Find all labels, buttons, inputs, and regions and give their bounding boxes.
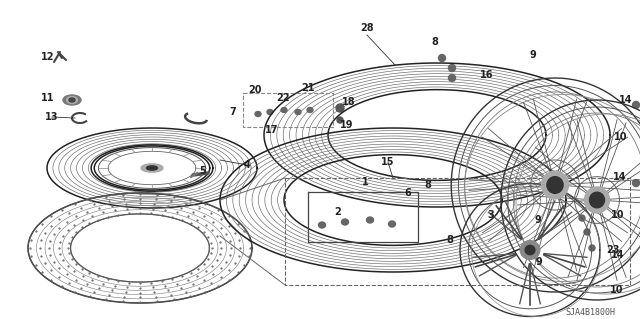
Text: 12: 12 bbox=[41, 52, 55, 62]
Text: 9: 9 bbox=[534, 215, 541, 225]
Ellipse shape bbox=[449, 75, 456, 81]
Text: 11: 11 bbox=[41, 93, 55, 103]
Text: 7: 7 bbox=[230, 107, 236, 117]
Ellipse shape bbox=[579, 215, 585, 221]
Text: 20: 20 bbox=[248, 85, 262, 95]
Ellipse shape bbox=[69, 98, 75, 102]
Text: 17: 17 bbox=[265, 125, 279, 135]
Ellipse shape bbox=[632, 180, 639, 187]
Text: 3: 3 bbox=[488, 210, 494, 220]
Text: 8: 8 bbox=[447, 235, 453, 245]
Ellipse shape bbox=[589, 245, 595, 251]
Text: SJA4B1800H: SJA4B1800H bbox=[565, 308, 615, 317]
Text: 5: 5 bbox=[200, 166, 206, 176]
Text: 14: 14 bbox=[620, 95, 633, 105]
Ellipse shape bbox=[255, 112, 261, 116]
Ellipse shape bbox=[584, 187, 609, 213]
Ellipse shape bbox=[295, 109, 301, 115]
Ellipse shape bbox=[307, 108, 313, 113]
Text: 28: 28 bbox=[360, 23, 374, 33]
Ellipse shape bbox=[449, 64, 456, 71]
Text: 14: 14 bbox=[613, 172, 627, 182]
Ellipse shape bbox=[367, 217, 374, 223]
Ellipse shape bbox=[388, 221, 396, 227]
Ellipse shape bbox=[541, 171, 568, 199]
Ellipse shape bbox=[319, 222, 326, 228]
Text: 18: 18 bbox=[342, 97, 356, 107]
Text: 13: 13 bbox=[45, 112, 59, 122]
Ellipse shape bbox=[281, 108, 287, 113]
Text: 14: 14 bbox=[611, 250, 625, 260]
Text: 8: 8 bbox=[431, 37, 438, 47]
Ellipse shape bbox=[336, 104, 344, 112]
Text: 19: 19 bbox=[340, 120, 354, 130]
Text: 15: 15 bbox=[381, 157, 395, 167]
Ellipse shape bbox=[584, 229, 590, 235]
Text: 22: 22 bbox=[276, 93, 290, 103]
Ellipse shape bbox=[525, 245, 535, 255]
Ellipse shape bbox=[547, 177, 563, 193]
Ellipse shape bbox=[267, 109, 273, 115]
Ellipse shape bbox=[589, 192, 605, 208]
Text: 10: 10 bbox=[611, 210, 625, 220]
Text: 9: 9 bbox=[530, 50, 536, 60]
Text: 9: 9 bbox=[536, 257, 542, 267]
Text: 1: 1 bbox=[362, 177, 369, 187]
Ellipse shape bbox=[632, 101, 639, 108]
Ellipse shape bbox=[67, 97, 77, 103]
Ellipse shape bbox=[141, 164, 163, 172]
Text: 6: 6 bbox=[404, 188, 412, 198]
Ellipse shape bbox=[337, 117, 343, 123]
Text: 10: 10 bbox=[611, 285, 624, 295]
Text: 16: 16 bbox=[480, 70, 493, 80]
Text: 4: 4 bbox=[244, 160, 250, 170]
Ellipse shape bbox=[342, 219, 349, 225]
Text: 2: 2 bbox=[335, 207, 341, 217]
Text: 21: 21 bbox=[301, 83, 315, 93]
Ellipse shape bbox=[63, 95, 81, 105]
Text: 23: 23 bbox=[606, 245, 620, 255]
Text: 10: 10 bbox=[614, 132, 628, 142]
Ellipse shape bbox=[520, 241, 540, 259]
Text: 8: 8 bbox=[424, 180, 431, 190]
Ellipse shape bbox=[438, 55, 445, 62]
Ellipse shape bbox=[147, 166, 157, 170]
